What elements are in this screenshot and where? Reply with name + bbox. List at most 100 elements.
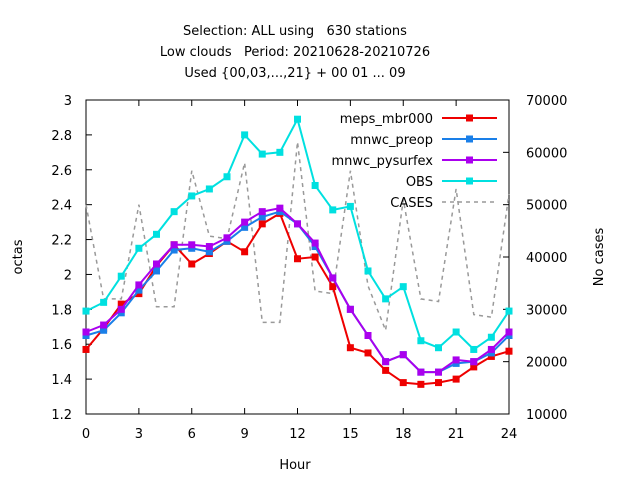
y2-tick-label: 10000 — [526, 408, 567, 423]
y-axis-label: octas — [11, 239, 26, 274]
legend-label: CASES — [390, 196, 433, 211]
y-tick-label: 1.6 — [51, 338, 72, 353]
y-tick-label: 1.2 — [51, 408, 72, 423]
y-tick-label: 3 — [64, 94, 72, 109]
legend-swatch-marker — [466, 114, 473, 122]
data-point — [505, 347, 513, 355]
series-area — [82, 115, 513, 388]
data-point — [82, 345, 90, 353]
data-point — [452, 356, 460, 364]
data-point — [364, 349, 372, 357]
data-point — [417, 368, 425, 376]
data-point — [170, 246, 178, 254]
data-point — [188, 192, 196, 200]
y-tick-label: 2.2 — [51, 234, 72, 249]
data-point — [205, 248, 213, 256]
x-tick-label: 15 — [342, 427, 359, 442]
data-point — [452, 328, 460, 336]
data-point — [276, 148, 284, 156]
data-point — [346, 344, 354, 352]
series-line-cases — [85, 141, 510, 334]
data-point — [82, 328, 90, 336]
y-tick-label: 1.4 — [51, 373, 72, 388]
data-point — [241, 218, 249, 226]
legend-label: mnwc_preop — [350, 133, 433, 148]
legend-label: OBS — [406, 175, 433, 190]
title-line: Selection: ALL using 630 stations — [183, 24, 407, 39]
data-point — [329, 274, 337, 282]
legend: meps_mbr000 mnwc_preop mnwc_pysurfex OBS CAS… — [331, 112, 497, 211]
x-axis-label: Hour — [279, 458, 311, 473]
data-point — [170, 241, 178, 249]
x-tick-label: 6 — [188, 427, 196, 442]
data-point — [382, 295, 390, 303]
chart-title: Selection: ALL using 630 stations Low clo… — [160, 24, 430, 81]
data-point — [505, 307, 513, 315]
data-point — [135, 286, 143, 294]
x-tick-label: 18 — [395, 427, 412, 442]
y-tick-label: 2.6 — [51, 164, 72, 179]
data-point — [153, 260, 160, 268]
data-point — [100, 298, 108, 306]
data-point — [205, 185, 213, 193]
series-line-mnwc-preop — [85, 210, 510, 374]
legend-swatch-marker — [466, 156, 473, 164]
data-point — [487, 333, 495, 341]
x-tick-label: 24 — [501, 427, 518, 442]
y-tick-label: 2.8 — [51, 129, 72, 144]
data-point — [452, 375, 460, 383]
data-point — [435, 379, 442, 387]
y-tick-label: 2.4 — [51, 199, 72, 214]
data-point — [346, 202, 354, 210]
x-tick-label: 21 — [448, 427, 465, 442]
data-point — [311, 253, 319, 261]
data-point — [470, 363, 478, 371]
y2-tick-label: 50000 — [526, 199, 567, 214]
data-point — [382, 366, 390, 374]
data-point — [135, 281, 143, 289]
y2-tick-label: 20000 — [526, 356, 567, 371]
data-point — [117, 272, 125, 280]
y2-tick-label: 30000 — [526, 303, 567, 318]
x-tick-label: 3 — [135, 427, 143, 442]
y2-tick-label: 40000 — [526, 251, 567, 266]
legend-swatch-marker — [466, 177, 473, 185]
data-point — [241, 248, 249, 256]
series-line-obs — [85, 116, 510, 351]
data-point — [311, 181, 319, 189]
y2-axis-label: No cases — [592, 228, 607, 287]
axes: 0 3 6 9 12 15 18 21 24 1.2 1.4 1.6 1.8 2 2.2 2.4 2.6 2.8 3… — [51, 94, 567, 442]
title-line: Low clouds Period: 20210628-20210726 — [160, 45, 430, 60]
data-point — [241, 223, 249, 231]
y-tick-label: 2 — [64, 268, 72, 283]
data-point — [82, 307, 90, 315]
data-point — [188, 241, 196, 249]
data-point — [170, 208, 178, 216]
data-point — [294, 255, 301, 263]
data-point — [117, 305, 125, 313]
title-line: Used {00,03,...,21} + 00 01 ... 09 — [184, 66, 405, 81]
data-point — [435, 344, 442, 352]
data-point — [223, 173, 231, 181]
data-point — [399, 283, 407, 291]
x-tick-label: 0 — [82, 427, 90, 442]
data-point — [364, 267, 372, 275]
data-point — [223, 234, 231, 242]
data-point — [346, 305, 354, 313]
data-point — [276, 204, 284, 212]
data-point — [399, 379, 407, 387]
data-point — [487, 345, 495, 353]
data-point — [258, 220, 266, 228]
data-point — [153, 230, 160, 238]
data-point — [364, 332, 372, 339]
data-point — [329, 283, 337, 291]
data-point — [100, 326, 108, 334]
data-point — [294, 220, 301, 228]
data-point — [241, 131, 249, 139]
y2-tick-label: 60000 — [526, 146, 567, 161]
data-point — [153, 267, 160, 275]
data-point — [470, 345, 478, 353]
data-point — [417, 337, 425, 345]
data-point — [399, 351, 407, 359]
